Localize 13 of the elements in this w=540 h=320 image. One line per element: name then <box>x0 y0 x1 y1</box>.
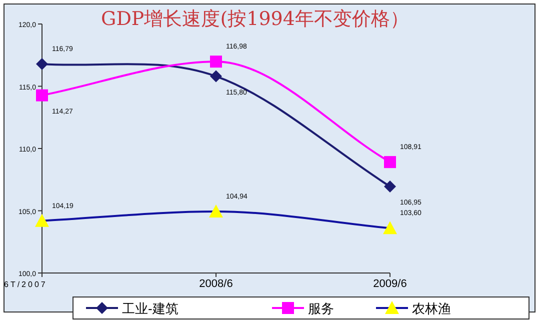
legend-label: 服务 <box>308 301 334 316</box>
legend-label: 工业-建筑 <box>122 301 178 316</box>
point <box>384 156 396 168</box>
point <box>384 180 396 192</box>
x-tick-label: 6T/2007 <box>4 280 48 289</box>
point <box>36 58 48 70</box>
point <box>210 56 222 68</box>
x-tick-label: 2008/6 <box>199 278 233 290</box>
point <box>210 70 222 82</box>
point <box>36 89 48 102</box>
x-tick-label: 2009/6 <box>373 278 407 290</box>
legend-label: 农林渔 <box>412 301 451 316</box>
chart-title: GDP增长速度(按1994年不变价格） <box>101 8 409 30</box>
